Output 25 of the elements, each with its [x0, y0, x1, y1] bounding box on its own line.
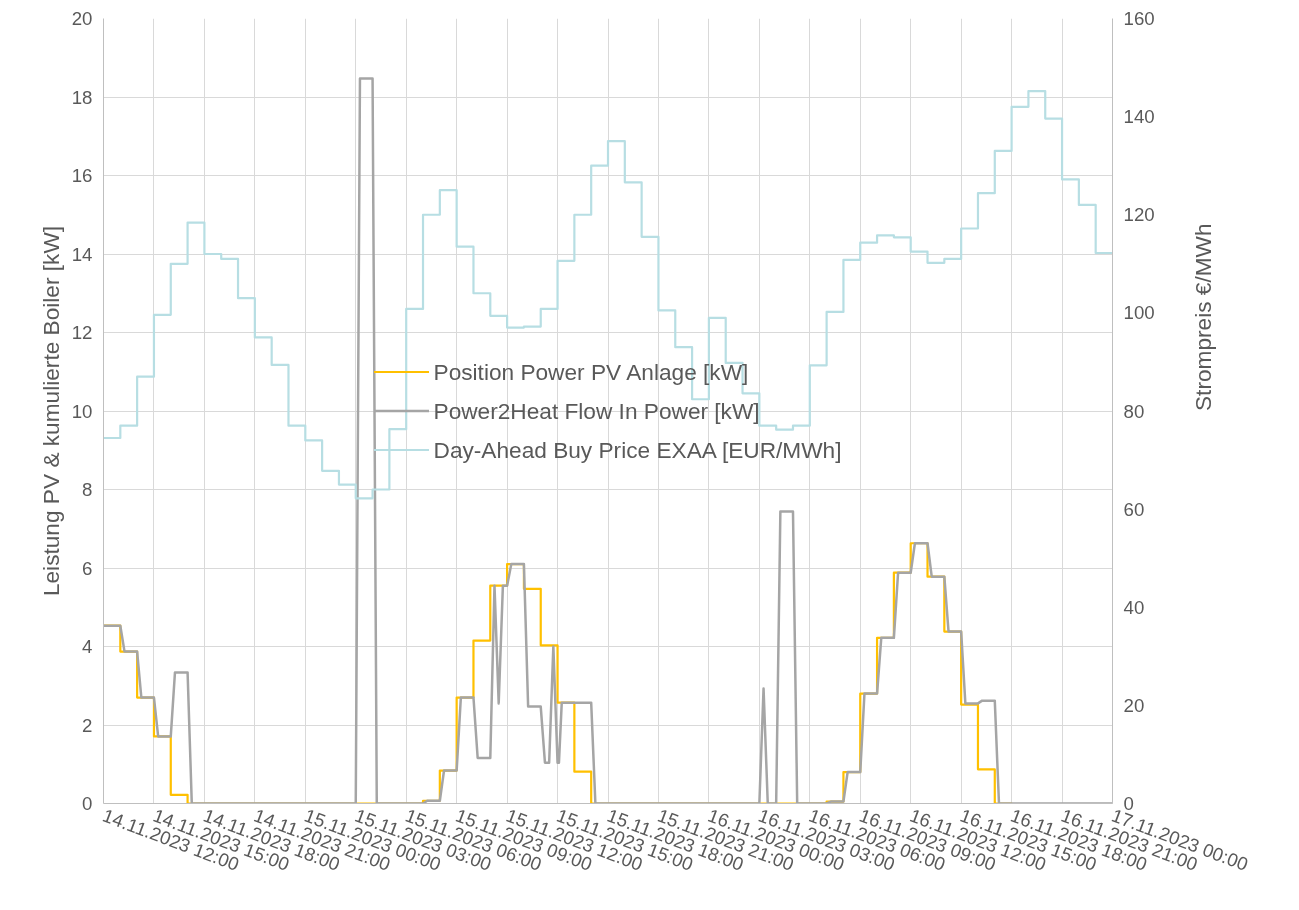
- y2-tick-label: 120: [1123, 204, 1155, 226]
- y-tick-label: 2: [82, 714, 93, 736]
- y-tick-label: 14: [71, 243, 93, 265]
- y2-tick-label: 20: [1123, 694, 1145, 716]
- y-tick-label: 20: [71, 8, 93, 29]
- y2-axis-title: Strompreis €/MWh: [1189, 223, 1216, 411]
- y2-tick-label: 0: [1123, 793, 1134, 814]
- y-tick-label: 8: [82, 479, 93, 500]
- y2-tick-label: 100: [1123, 302, 1155, 324]
- y2-tick-label: 60: [1123, 498, 1145, 520]
- y-tick-label: 6: [82, 557, 93, 579]
- y-tick-label: 16: [71, 165, 93, 186]
- y2-tick-label: 160: [1123, 8, 1155, 29]
- y2-tick-label: 40: [1123, 596, 1145, 618]
- y-tick-label: 0: [82, 793, 93, 814]
- y2-tick-label: 80: [1123, 400, 1145, 422]
- legend-label: Position Power PV Anlage [kW]: [433, 358, 749, 385]
- y-tick-label: 18: [71, 86, 93, 108]
- y-tick-label: 10: [71, 400, 93, 422]
- y-tick-label: 12: [71, 322, 93, 343]
- legend-label: Power2Heat Flow In Power [kW]: [433, 397, 760, 424]
- y-axis-title: Leistung PV & kumulierte Boiler [kW]: [37, 225, 64, 597]
- y2-tick-label: 140: [1123, 106, 1155, 128]
- legend-label: Day-Ahead Buy Price EXAA [EUR/MWh]: [433, 436, 842, 463]
- y-tick-label: 4: [82, 636, 93, 657]
